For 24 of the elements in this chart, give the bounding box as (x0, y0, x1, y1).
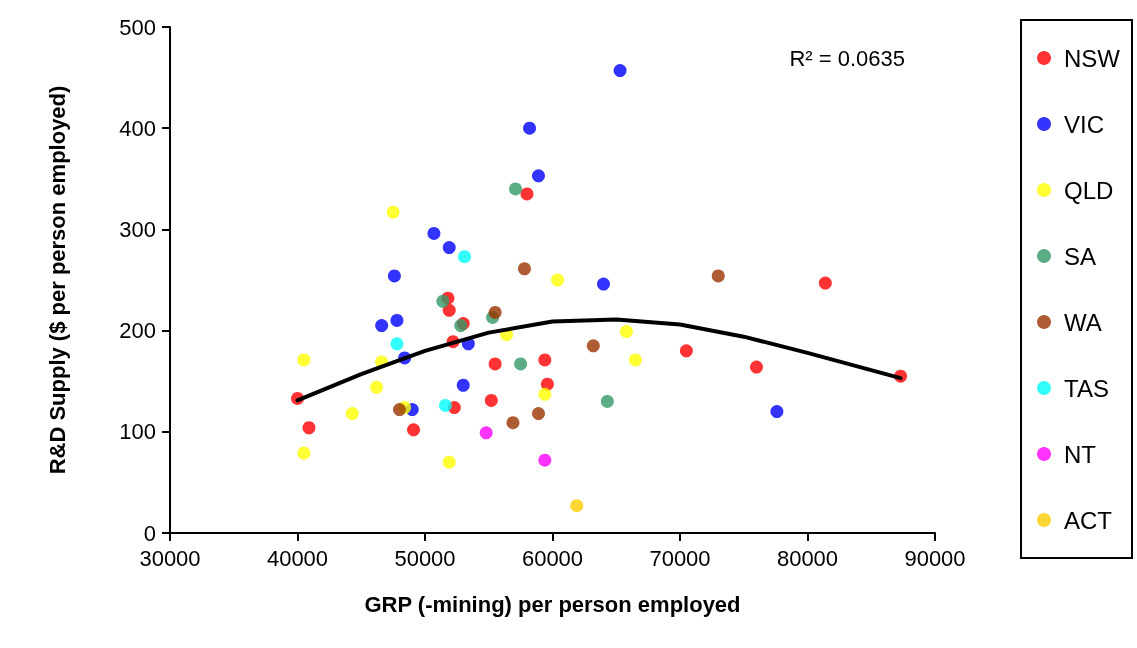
y-tick-label: 200 (119, 318, 156, 344)
legend-label: ACT (1064, 506, 1113, 534)
x-tick-label: 90000 (904, 545, 966, 571)
annotation: R² = 0.0635 (789, 45, 905, 71)
x-tick-label: 50000 (394, 545, 456, 571)
x-axis-title: GRP (-mining) per person employed (364, 591, 741, 617)
y-axis-title: R&D Supply ($ per person employed) (44, 85, 70, 475)
x-tick-label: 40000 (266, 545, 329, 571)
legend-label: QLD (1064, 176, 1114, 204)
y-tick-label: 400 (119, 115, 156, 141)
x-tick-label: 60000 (521, 545, 584, 571)
legend-label: WA (1064, 308, 1102, 336)
legend-label: NT (1064, 440, 1097, 468)
legend-label: NSW (1064, 44, 1121, 72)
x-tick-label: 70000 (649, 545, 711, 571)
x-tick-label: 30000 (139, 545, 201, 571)
y-tick-label: 300 (119, 216, 156, 242)
legend-label: TAS (1064, 374, 1109, 402)
x-tick-label: 80000 (776, 545, 839, 571)
legend-label: SA (1064, 242, 1097, 270)
y-tick-label: 0 (143, 520, 156, 546)
y-tick-label: 500 (119, 14, 156, 40)
legend-label: VIC (1064, 110, 1105, 138)
y-tick-label: 100 (119, 419, 156, 445)
